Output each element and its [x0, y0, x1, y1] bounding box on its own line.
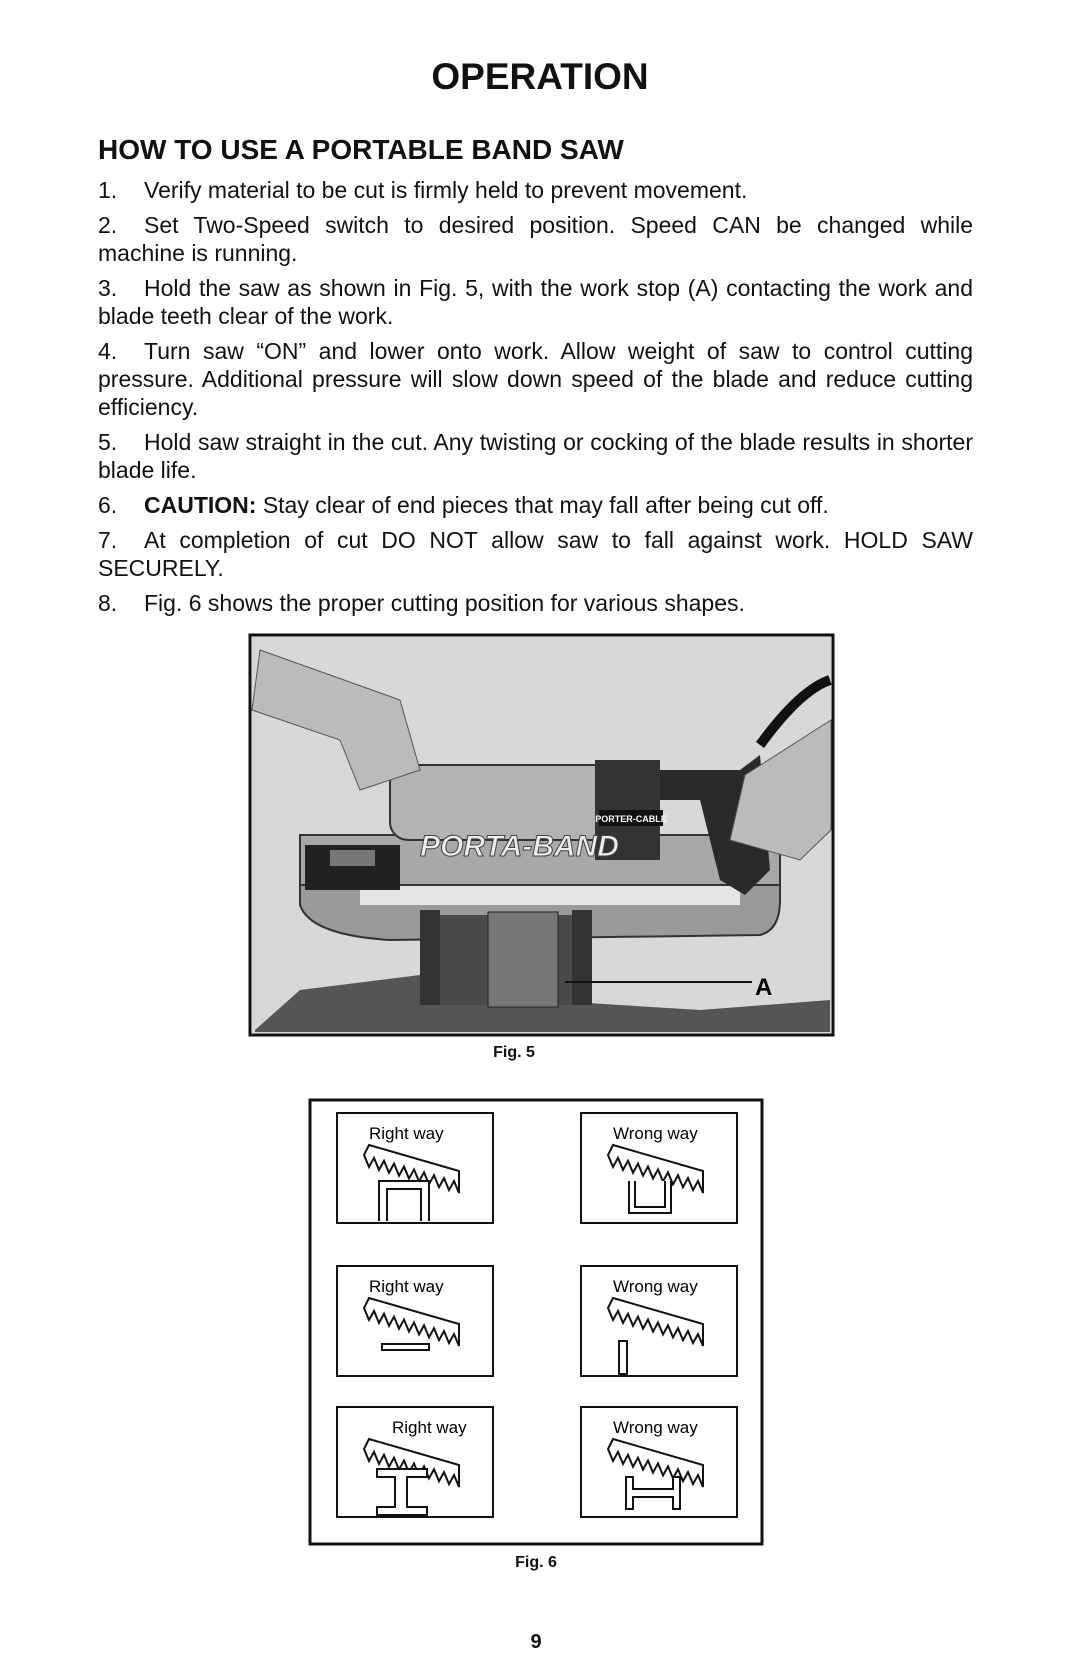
panel-label: Right way — [369, 1124, 444, 1143]
step-text: At completion of cut DO NOT allow saw to… — [98, 527, 973, 581]
panel-frame — [336, 1406, 494, 1518]
panel-frame — [580, 1112, 738, 1224]
step-text: Verify material to be cut is firmly held… — [144, 177, 748, 203]
saw-blade — [606, 1296, 704, 1347]
step-number: 2. — [98, 212, 118, 238]
callout-label: A — [755, 974, 772, 1001]
step-text: Hold the saw as shown in Fig. 5, with th… — [98, 275, 973, 329]
saw-blade — [362, 1296, 460, 1347]
page-number: 9 — [530, 1631, 542, 1653]
step-text: Turn saw “ON” and lower onto work. Allow… — [98, 338, 973, 420]
step: 4. Turn saw “ON” and lower onto work. All… — [98, 337, 973, 421]
panel-group: Right way Wrong way Right way Wrong way Righ… — [336, 1112, 738, 1518]
work-piece — [628, 1181, 672, 1214]
figure-caption: Fig. 5 — [493, 1044, 535, 1061]
step-text: Set Two-Speed switch to desired position… — [98, 212, 973, 266]
panel-label: Wrong way — [613, 1418, 698, 1437]
saw-blade — [606, 1437, 704, 1488]
step-number: 5. — [98, 429, 118, 455]
photo-brand-label: PORTER-CABLE — [595, 814, 667, 824]
work-piece — [625, 1476, 681, 1510]
step: 3. Hold the saw as shown in Fig. 5, with … — [98, 274, 973, 330]
step-number: 7. — [98, 527, 118, 553]
step-text: Fig. 6 shows the proper cutting position… — [144, 590, 745, 616]
section-heading: HOW TO USE A PORTABLE BAND SAW — [98, 134, 624, 165]
panel-frame — [580, 1406, 738, 1518]
panel-frame — [336, 1265, 494, 1377]
work-piece — [381, 1343, 430, 1351]
step: 6. CAUTION: Stay clear of end pieces that… — [98, 491, 973, 519]
step-number: 1. — [98, 177, 118, 203]
photo: PORTA-BAND PORTER-CABLE A — [248, 633, 835, 1037]
step-list: 1. Verify material to be cut is firmly he… — [98, 176, 973, 624]
figure-caption: Fig. 6 — [515, 1554, 557, 1571]
step-text: Stay clear of end pieces that may fall a… — [262, 492, 829, 518]
panel-frame — [336, 1112, 494, 1224]
panel-label: Right way — [392, 1418, 467, 1437]
step: 5. Hold saw straight in the cut. Any twis… — [98, 428, 973, 484]
saw-blade — [362, 1437, 460, 1488]
step-number: 3. — [98, 275, 118, 301]
step-number: 8. — [98, 590, 118, 616]
step-caution: CAUTION: — [144, 492, 257, 518]
panel-frame — [580, 1265, 738, 1377]
work-piece — [618, 1340, 628, 1375]
panel-label: Right way — [369, 1277, 444, 1296]
panel-label: Wrong way — [613, 1277, 698, 1296]
step-number: 6. — [98, 492, 118, 518]
step-text: Hold saw straight in the cut. Any twisti… — [98, 429, 973, 483]
photo-brand: PORTA-BAND — [420, 830, 619, 863]
saw-blade — [606, 1143, 704, 1194]
step: 2. Set Two-Speed switch to desired positi… — [98, 211, 973, 267]
work-piece — [376, 1468, 428, 1516]
step: 1. Verify material to be cut is firmly he… — [98, 176, 973, 204]
page-title: OPERATION — [431, 56, 649, 97]
saw-blade — [362, 1143, 460, 1194]
work-piece — [378, 1180, 430, 1221]
step: 7. At completion of cut DO NOT allow saw … — [98, 526, 973, 582]
step: 8. Fig. 6 shows the proper cutting positi… — [98, 589, 973, 617]
panel-label: Wrong way — [613, 1124, 698, 1143]
step-number: 4. — [98, 338, 118, 364]
